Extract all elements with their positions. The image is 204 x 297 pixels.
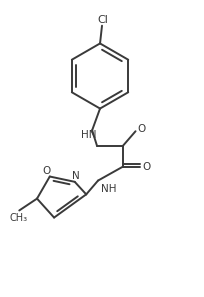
Text: O: O bbox=[42, 165, 51, 176]
Text: NH: NH bbox=[101, 184, 116, 194]
Text: Cl: Cl bbox=[97, 15, 108, 25]
Text: N: N bbox=[71, 171, 79, 181]
Text: CH₃: CH₃ bbox=[9, 214, 27, 223]
Text: O: O bbox=[142, 162, 150, 172]
Text: HN: HN bbox=[80, 130, 96, 140]
Text: O: O bbox=[137, 124, 145, 134]
